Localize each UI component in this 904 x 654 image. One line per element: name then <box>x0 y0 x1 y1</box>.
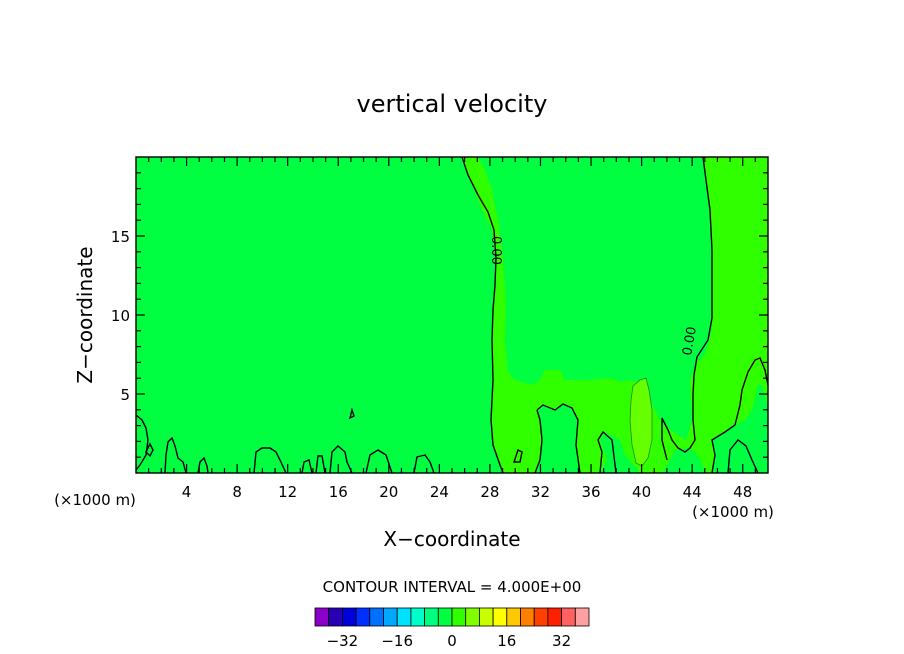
colorbar-swatch <box>437 607 453 627</box>
colorbar-swatch <box>314 607 330 627</box>
x-tick-label: 12 <box>278 483 297 501</box>
colorbar-swatch <box>478 607 494 627</box>
contour-line-blob-b <box>197 456 209 474</box>
colorbar-swatch <box>533 607 549 627</box>
x-tick-label: 28 <box>480 483 499 501</box>
x-tick-label: 8 <box>232 483 242 501</box>
x-tick-label: 44 <box>683 483 702 501</box>
contour-line-blob-l <box>145 442 154 458</box>
y-axis-ticks: 5 10 15 <box>111 172 768 458</box>
colorbar-swatch <box>520 607 535 627</box>
colorbar-swatch <box>341 607 357 627</box>
colorbar-swatch <box>506 607 521 627</box>
chart-title: vertical velocity <box>357 90 548 118</box>
plot-area: 0.00 0.00 <box>135 156 769 474</box>
x-tick-label: 16 <box>329 483 348 501</box>
colorbar-swatch <box>355 607 371 627</box>
contour-label-1: 0.00 <box>488 236 503 265</box>
x-axis-ticks: 4 8 12 16 20 24 28 32 36 40 44 48 <box>148 157 756 501</box>
contour-line-blob-e <box>329 445 353 474</box>
contour-lines <box>135 156 769 474</box>
y-tick-label: 10 <box>111 307 130 325</box>
x-tick-label: 24 <box>430 483 449 501</box>
contour-label-2: 0.00 <box>680 326 700 357</box>
contour-line-blob-m <box>348 407 355 420</box>
contour-line-zero-2 <box>661 156 713 461</box>
x-unit-right: (×1000 m) <box>692 503 774 521</box>
field-fill-low <box>136 157 768 473</box>
colorbar-tick-label: 0 <box>447 632 457 650</box>
field-fill-high <box>629 377 653 467</box>
contour-interval-label: CONTOUR INTERVAL = 4.000E+00 <box>323 578 582 596</box>
colorbar-swatch <box>328 607 343 627</box>
colorbar-ticks: −32 −16 0 16 32 <box>327 632 572 650</box>
field-fill-mid <box>462 157 768 473</box>
contour-line-bottom-left <box>135 414 149 471</box>
contour-line-blob-c <box>253 447 287 474</box>
contour-line-blob-f <box>365 449 393 474</box>
contour-line-blob-i <box>597 430 617 474</box>
x-axis-label: X−coordinate <box>383 527 520 551</box>
colorbar-swatch <box>383 607 398 627</box>
colorbar-swatch <box>574 607 590 627</box>
colorbar-swatch <box>424 607 439 627</box>
contour-line-blob-h <box>534 403 581 474</box>
colorbar-swatch <box>492 607 508 627</box>
x-tick-label: 36 <box>581 483 600 501</box>
x-tick-label: 48 <box>733 483 752 501</box>
contour-line-zero-1 <box>461 156 504 474</box>
y-axis-label: Z−coordinate <box>73 246 97 383</box>
colorbar-tick-label: −16 <box>381 632 413 650</box>
y-tick-label: 15 <box>111 228 130 246</box>
contour-line-blob-d <box>301 455 326 474</box>
colorbar-swatch <box>547 607 563 627</box>
colorbar-tick-label: −32 <box>327 632 359 650</box>
colorbar-swatch <box>451 607 467 627</box>
x-tick-label: 4 <box>182 483 192 501</box>
colorbar-swatch <box>396 607 412 627</box>
y-tick-label: 5 <box>120 386 130 404</box>
x-unit-left: (×1000 m) <box>54 491 136 509</box>
colorbar-tick-label: 32 <box>552 632 571 650</box>
contour-line-blob-g <box>413 454 435 474</box>
contour-line-blob-a <box>164 436 187 474</box>
colorbar-swatch <box>410 607 425 627</box>
contour-line-right <box>711 357 769 474</box>
colorbar-tick-label: 16 <box>497 632 516 650</box>
colorbar <box>314 607 590 627</box>
contour-line-blob-j <box>727 439 759 474</box>
x-tick-label: 32 <box>531 483 550 501</box>
contour-line-blob-k <box>513 449 523 463</box>
x-tick-label: 20 <box>379 483 398 501</box>
x-tick-label: 40 <box>632 483 651 501</box>
colorbar-swatch <box>369 607 384 627</box>
colorbar-swatch <box>561 607 576 627</box>
colorbar-swatch <box>465 607 480 627</box>
